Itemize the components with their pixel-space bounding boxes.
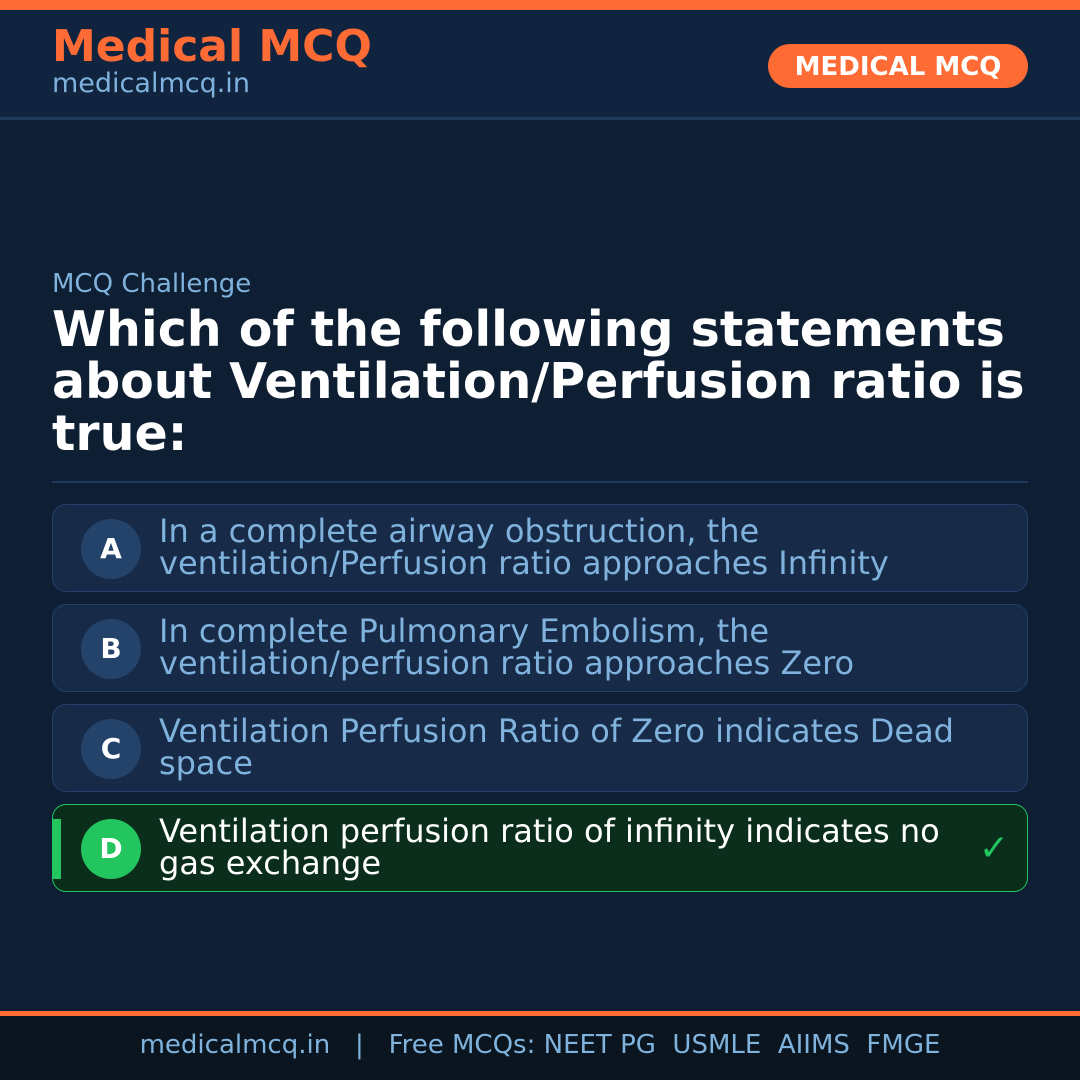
- footer-accent-line: [0, 1011, 1080, 1016]
- option-c[interactable]: C Ventilation Perfusion Ratio of Zero in…: [52, 704, 1028, 792]
- option-text: In a complete airway obstruction, the ve…: [159, 512, 889, 582]
- footer: medicalmcq.in | Free MCQs: NEET PG USMLE…: [0, 1016, 1080, 1080]
- brand-title: Medical MCQ: [52, 21, 372, 72]
- divider: [52, 481, 1028, 483]
- option-a[interactable]: A In a complete airway obstruction, the …: [52, 504, 1028, 592]
- footer-separator: |: [355, 1030, 364, 1060]
- site-url: medicalmcq.in: [52, 68, 250, 99]
- option-text: Ventilation Perfusion Ratio of Zero indi…: [159, 712, 954, 782]
- option-letter: B: [81, 619, 141, 679]
- option-letter: C: [81, 719, 141, 779]
- footer-site: medicalmcq.in: [139, 1030, 331, 1060]
- footer-text: Free MCQs: NEET PG USMLE AIIMS FMGE: [388, 1030, 941, 1060]
- category-badge: MEDICAL MCQ: [768, 44, 1028, 88]
- checkmark-icon: ✓: [978, 828, 1009, 869]
- option-text: In complete Pulmonary Embolism, the vent…: [159, 612, 855, 682]
- top-accent-bar: [0, 0, 1080, 10]
- option-text: Ventilation perfusion ratio of infinity …: [159, 812, 940, 882]
- kicker-label: MCQ Challenge: [52, 269, 252, 299]
- header: Medical MCQ medicalmcq.in MEDICAL MCQ: [0, 10, 1080, 120]
- option-letter: D: [81, 819, 141, 879]
- correct-indicator-bar: [53, 819, 61, 879]
- option-d-correct[interactable]: D Ventilation perfusion ratio of infinit…: [52, 804, 1028, 892]
- question-text: Which of the following statements about …: [52, 301, 1025, 462]
- option-b[interactable]: B In complete Pulmonary Embolism, the ve…: [52, 604, 1028, 692]
- option-letter: A: [81, 519, 141, 579]
